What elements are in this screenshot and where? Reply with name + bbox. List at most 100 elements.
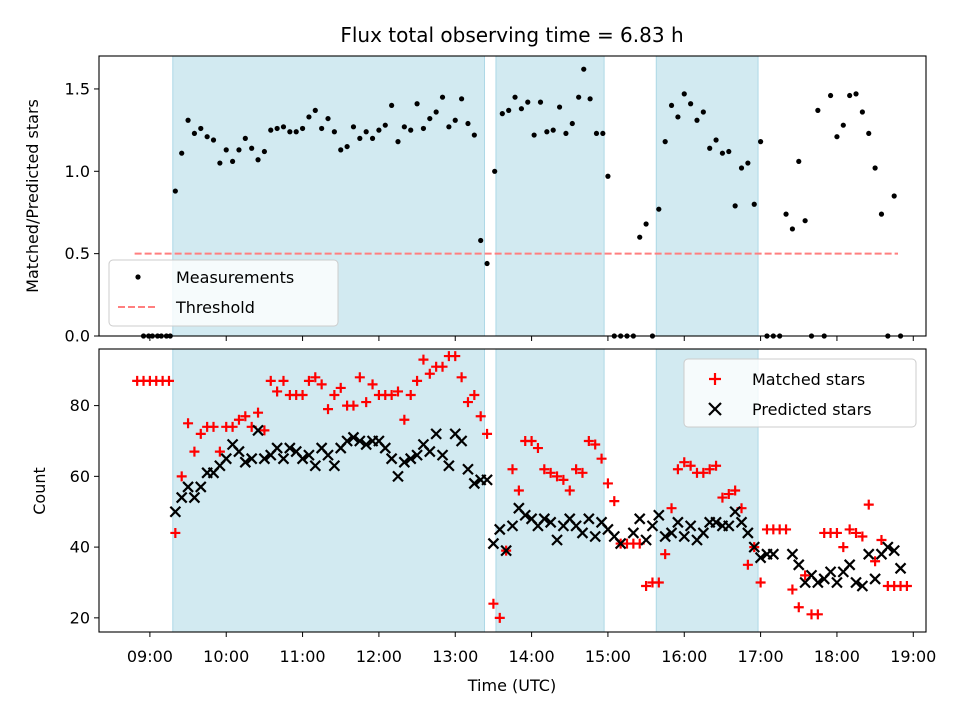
predicted-star-point bbox=[583, 513, 595, 525]
predicted-star-point bbox=[767, 548, 780, 560]
measurement-point bbox=[587, 96, 593, 102]
predicted-star-point bbox=[347, 431, 360, 444]
legend-predicted-label: Predicted stars bbox=[752, 400, 872, 419]
matched-star-point bbox=[475, 411, 486, 422]
predicted-star-point bbox=[742, 527, 754, 539]
measurement-point bbox=[459, 96, 465, 102]
legend-matched-marker bbox=[709, 373, 721, 385]
measurement-point bbox=[891, 193, 897, 199]
measurement-point bbox=[707, 145, 713, 151]
x-tick-label: 10:00 bbox=[203, 647, 249, 666]
matched-star-point bbox=[781, 524, 792, 535]
predicted-star-point bbox=[296, 452, 309, 465]
predicted-star-point bbox=[188, 491, 201, 504]
predicted-star-point bbox=[786, 548, 799, 560]
matched-star-point bbox=[513, 485, 524, 496]
matched-star-point bbox=[176, 471, 187, 482]
matched-star-point bbox=[469, 389, 480, 400]
predicted-star-point bbox=[175, 491, 188, 504]
matched-star-point bbox=[183, 418, 194, 429]
measurement-point bbox=[376, 127, 382, 133]
legend-predicted-marker bbox=[708, 402, 722, 416]
matched-star-point bbox=[545, 467, 556, 478]
bottom-plot-frame bbox=[98, 348, 927, 633]
matched-star-point bbox=[679, 457, 690, 468]
matched-star-point bbox=[812, 609, 823, 620]
measurement-point bbox=[569, 120, 575, 127]
predicted-star-point bbox=[258, 452, 271, 465]
measurement-point bbox=[563, 130, 569, 137]
bottom-y-tick-label: 20 bbox=[70, 608, 90, 627]
matched-star-point bbox=[742, 559, 753, 570]
predicted-star-point bbox=[398, 456, 411, 468]
measurement-point bbox=[191, 130, 198, 137]
predicted-star-point bbox=[182, 481, 194, 493]
measurement-point bbox=[827, 92, 834, 99]
bottom-y-axis-label: Count bbox=[30, 467, 49, 515]
predicted-star-point bbox=[862, 548, 875, 560]
matched-star-point bbox=[870, 556, 881, 567]
predicted-star-point bbox=[538, 513, 551, 525]
matched-star-point bbox=[482, 428, 493, 439]
measurement-point bbox=[363, 129, 369, 135]
measurement-point bbox=[525, 99, 531, 105]
matched-star-point bbox=[723, 489, 734, 500]
measurement-point bbox=[700, 109, 706, 115]
measurement-point bbox=[840, 122, 846, 128]
predicted-star-point bbox=[443, 459, 455, 472]
bottom-legend-box bbox=[683, 358, 917, 428]
predicted-star-point bbox=[233, 445, 245, 458]
matched-star-point bbox=[552, 471, 563, 482]
matched-star-point bbox=[189, 446, 200, 457]
bottom-axis-ticks: 20 40 60 80 09:00 10:00 11:00 12:00 13:00 14:00 15… bbox=[70, 396, 937, 666]
measurement-point bbox=[357, 135, 363, 141]
matched-star-point bbox=[195, 428, 206, 439]
matched-star-point bbox=[392, 386, 403, 397]
top-shaded-interval bbox=[495, 55, 605, 337]
predicted-star-point bbox=[309, 459, 322, 472]
top-axis-ticks: 0.0 0.5 1.0 1.5 bbox=[65, 79, 914, 346]
measurement-point bbox=[229, 158, 236, 165]
measurement-point bbox=[637, 234, 643, 240]
measurement-point bbox=[446, 124, 452, 130]
measurement-point bbox=[172, 188, 178, 194]
measurement-point bbox=[738, 165, 745, 171]
matched-star-point bbox=[660, 549, 671, 560]
measurement-point bbox=[656, 206, 662, 212]
measurement-point bbox=[287, 129, 293, 135]
predicted-star-point bbox=[551, 534, 563, 546]
measurement-point bbox=[745, 160, 751, 166]
measurement-point bbox=[452, 117, 458, 123]
predicted-star-point bbox=[481, 474, 493, 486]
predicted-star-point bbox=[812, 576, 824, 589]
predicted-star-point bbox=[710, 516, 722, 529]
matched-star-point bbox=[901, 581, 912, 592]
measurement-point bbox=[478, 237, 484, 244]
matched-star-point bbox=[857, 531, 868, 542]
matched-star-point bbox=[800, 570, 811, 581]
matched-star-point bbox=[208, 421, 219, 432]
matched-star-point bbox=[602, 478, 613, 489]
matched-star-point bbox=[532, 443, 543, 454]
predicted-star-point bbox=[462, 463, 474, 476]
measurement-point bbox=[783, 211, 789, 217]
top-legend-box bbox=[108, 259, 339, 327]
matched-star-point bbox=[666, 503, 677, 514]
x-tick-label: 16:00 bbox=[661, 647, 707, 666]
matched-star-point bbox=[297, 389, 308, 400]
matched-star-point bbox=[386, 389, 397, 400]
matched-star-point bbox=[399, 414, 410, 425]
measurement-point bbox=[531, 132, 537, 138]
legend-matched-label: Matched stars bbox=[752, 370, 865, 389]
legend-measurement-marker bbox=[135, 274, 141, 280]
measurement-point bbox=[872, 165, 878, 171]
count-points bbox=[132, 351, 912, 623]
matched-star-point bbox=[577, 467, 588, 478]
predicted-star-point bbox=[487, 537, 500, 550]
measurement-point bbox=[350, 124, 357, 130]
matched-star-point bbox=[412, 375, 423, 386]
predicted-star-point bbox=[856, 580, 869, 592]
matched-star-point bbox=[730, 485, 741, 496]
predicted-star-point bbox=[576, 527, 589, 539]
matched-star-point bbox=[672, 464, 683, 475]
